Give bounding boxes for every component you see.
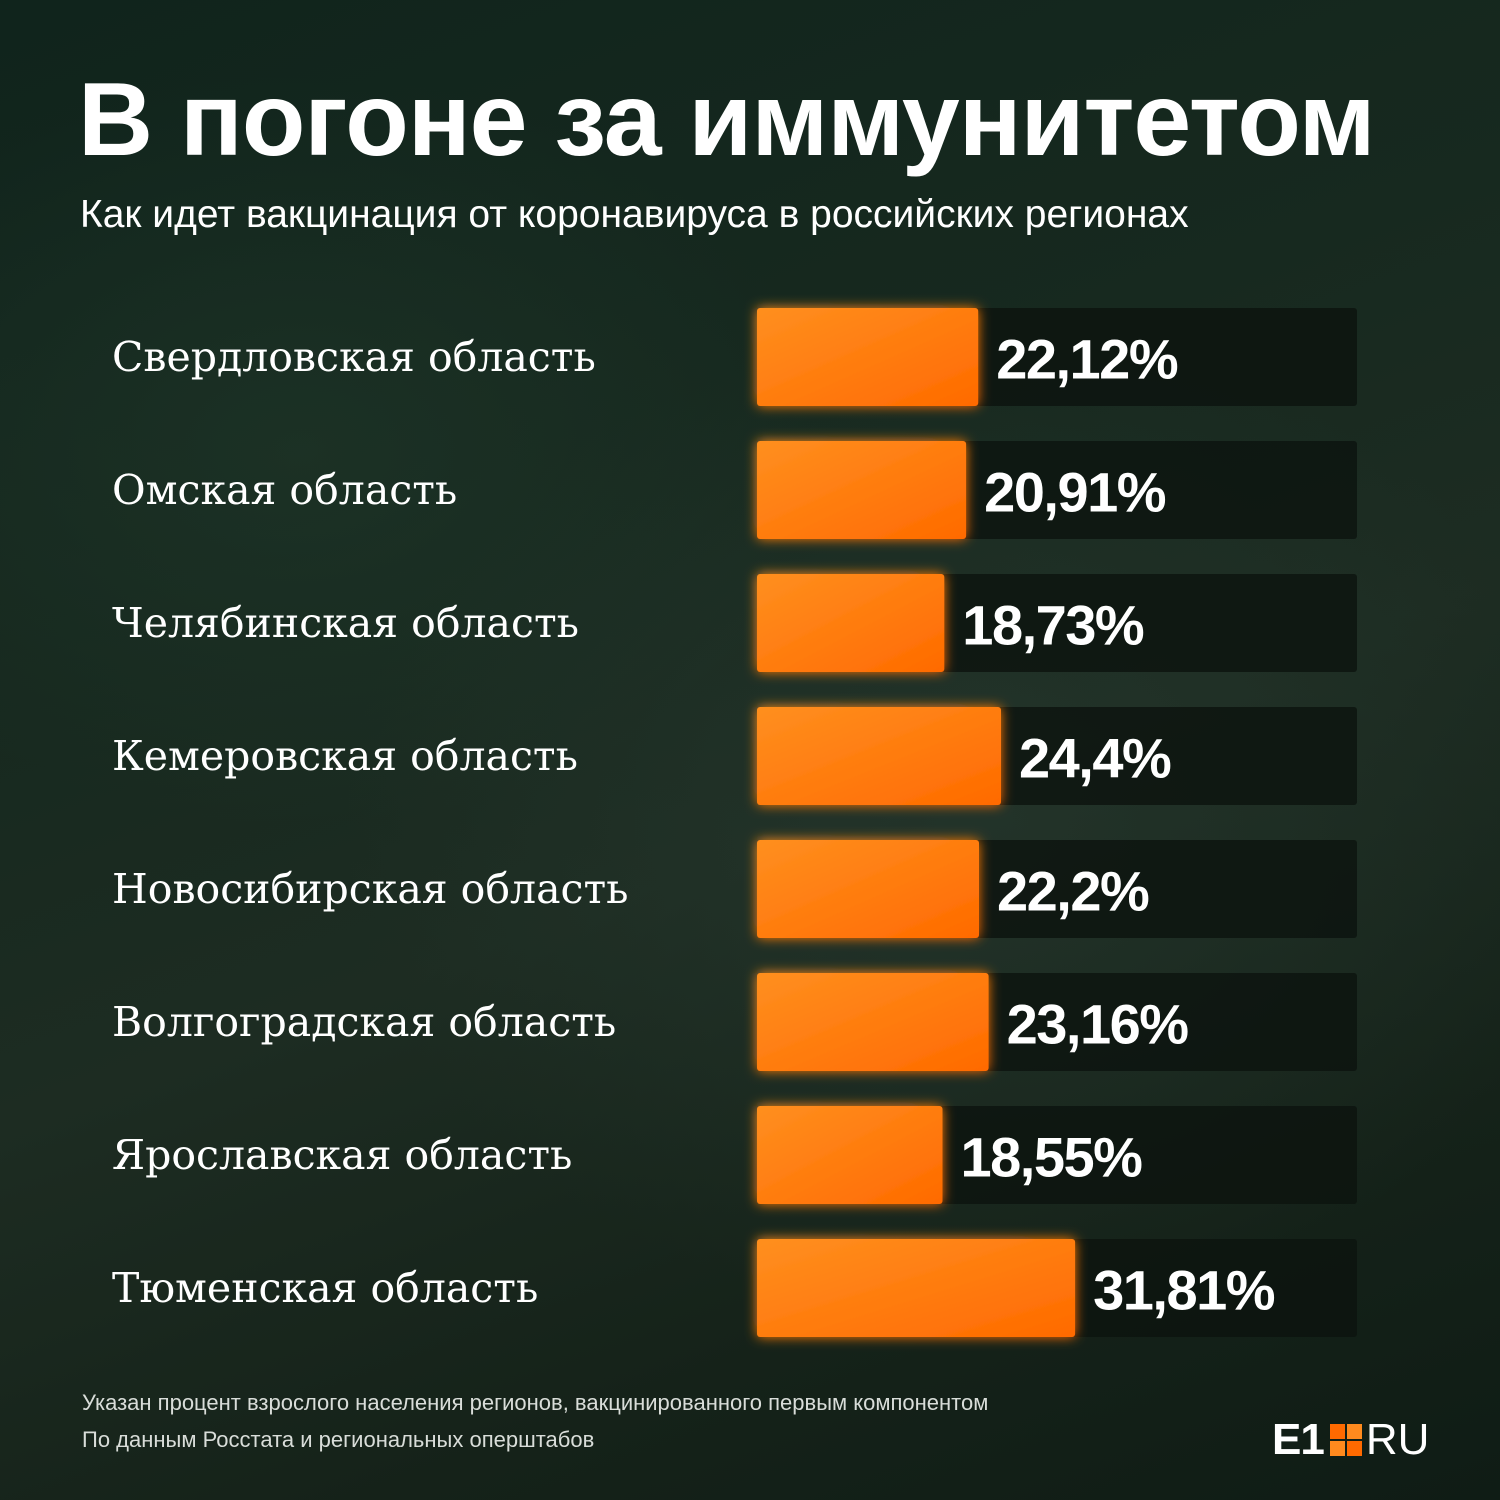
value-label: 18,73% <box>962 594 1144 657</box>
value-label: 23,16% <box>1007 993 1189 1056</box>
value-label: 24,4% <box>1019 727 1171 790</box>
chart-row: Кемеровская область 24,4% <box>112 707 1357 805</box>
logo-e1-text: E1 <box>1272 1415 1325 1464</box>
value-label: 20,91% <box>984 461 1166 524</box>
chart-row: Волгоградская область 23,16% <box>112 973 1357 1071</box>
page-subtitle: Как идет вакцинация от коронавируса в ро… <box>80 193 1189 236</box>
value-label: 18,55% <box>961 1126 1143 1189</box>
bar <box>757 1106 943 1204</box>
value-label: 22,12% <box>996 328 1178 391</box>
bar <box>757 707 1001 805</box>
value-label: 22,2% <box>997 860 1149 923</box>
category-label: Кемеровская область <box>112 732 578 780</box>
e1-ru-logo[interactable]: E1 RU <box>1272 1417 1429 1463</box>
chart-row: Челябинская область 18,73% <box>112 574 1357 672</box>
chart-footnote: Указан процент взрослого населения регио… <box>82 1390 989 1415</box>
chart-row: Новосибирская область 22,2% <box>112 840 1357 938</box>
value-label: 31,81% <box>1093 1259 1275 1322</box>
logo-square-icon <box>1329 1424 1362 1456</box>
page-title: В погоне за иммунитетом <box>78 62 1375 178</box>
chart-row: Ярославская область 18,55% <box>112 1106 1357 1204</box>
category-label: Ярославская область <box>112 1131 572 1179</box>
bar <box>757 1239 1076 1337</box>
category-label: Тюменская область <box>112 1264 538 1312</box>
bar <box>757 840 979 938</box>
bar <box>757 973 989 1071</box>
bar <box>757 441 967 539</box>
category-label: Омская область <box>112 466 457 514</box>
bar <box>757 574 945 672</box>
logo-ru-text: RU <box>1365 1415 1430 1464</box>
bar <box>757 308 979 406</box>
category-label: Свердловская область <box>112 333 596 381</box>
chart-row: Омская область 20,91% <box>112 441 1357 539</box>
chart-source: По данным Росстата и региональных опершт… <box>82 1427 595 1452</box>
category-label: Новосибирская область <box>112 865 629 913</box>
chart-row: Свердловская область 22,12% <box>112 308 1357 406</box>
category-label: Волгоградская область <box>112 998 616 1046</box>
category-label: Челябинская область <box>112 599 579 647</box>
chart-row: Тюменская область 31,81% <box>112 1239 1357 1337</box>
